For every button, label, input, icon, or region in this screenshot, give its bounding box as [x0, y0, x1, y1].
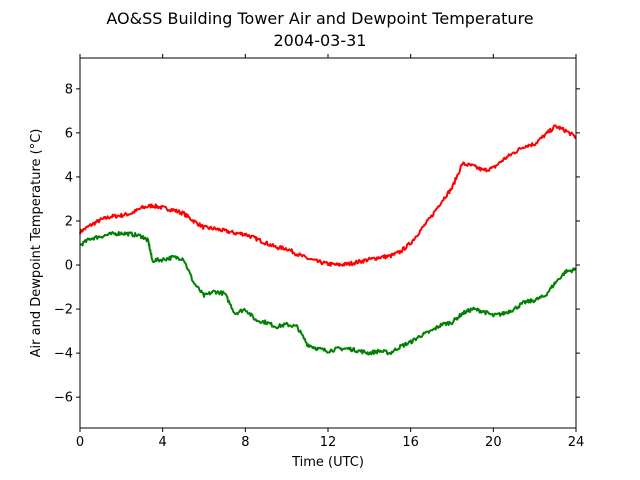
- x-tick-label-16: 16: [402, 435, 419, 450]
- y-tick-label--2: −2: [54, 303, 73, 318]
- y-axis-label: Air and Dewpoint Temperature (°C): [29, 129, 44, 358]
- y-tick-label--6: −6: [54, 391, 73, 406]
- x-axis-label: Time (UTC): [291, 455, 364, 470]
- y-tick-label-8: 8: [65, 82, 73, 97]
- y-tick-label-0: 0: [65, 259, 73, 274]
- y-tick-label-6: 6: [65, 126, 73, 141]
- x-tick-label-4: 4: [159, 435, 167, 450]
- x-tick-label-8: 8: [241, 435, 249, 450]
- x-tick-label-12: 12: [320, 435, 337, 450]
- x-tick-label-0: 0: [76, 435, 84, 450]
- y-tick-label-2: 2: [65, 214, 73, 229]
- x-tick-label-24: 24: [568, 435, 585, 450]
- series-line-1: [79, 124, 577, 267]
- x-tick-label-20: 20: [485, 435, 502, 450]
- series-layer: [79, 124, 577, 356]
- series-line-2: [79, 231, 577, 356]
- chart-subtitle: 2004-03-31: [274, 31, 367, 50]
- y-tick-label-4: 4: [65, 170, 73, 185]
- chart-title: AO&SS Building Tower Air and Dewpoint Te…: [106, 9, 533, 28]
- plot-frame: [79, 57, 577, 429]
- y-tick-label--4: −4: [54, 347, 73, 362]
